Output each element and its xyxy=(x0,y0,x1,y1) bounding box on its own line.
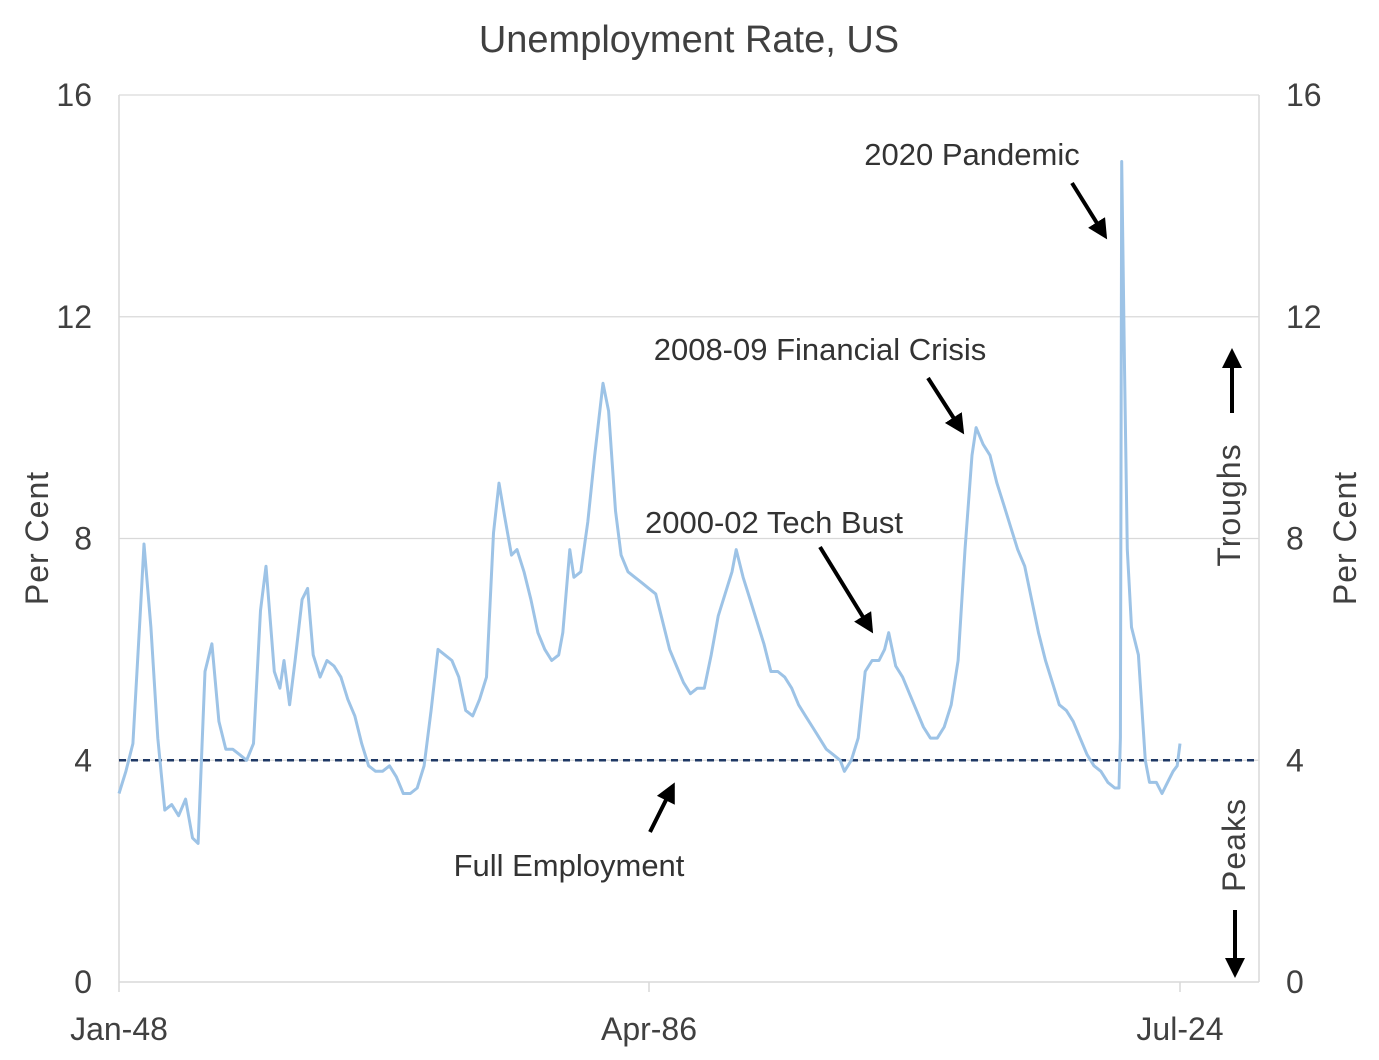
x-tick-label-Apr-86: Apr-86 xyxy=(601,1011,697,1047)
troughs-label: Troughs xyxy=(1211,443,1247,566)
tech-bust-arrow xyxy=(818,545,874,634)
annotation-2020-pandemic: 2020 Pandemic xyxy=(864,137,1079,172)
y-tick-right-8: 8 xyxy=(1286,521,1304,557)
unemployment-series-line xyxy=(117,160,1182,845)
full-employment-arrow xyxy=(648,782,675,833)
annotation-full-employment: Full Employment xyxy=(454,848,685,883)
axes xyxy=(118,95,1260,992)
gridlines xyxy=(119,94,1259,761)
y-tick-left-4: 4 xyxy=(74,742,92,778)
y-tick-right-0: 0 xyxy=(1286,964,1304,1000)
annotation-financial-crisis: 2008-09 Financial Crisis xyxy=(654,332,987,367)
peaks-label: Peaks xyxy=(1216,798,1252,892)
financial-crisis-arrow xyxy=(926,376,965,435)
y-tick-left-8: 8 xyxy=(74,521,92,557)
y-tick-right-4: 4 xyxy=(1286,742,1304,778)
tick-labels: 0 0 4 4 8 8 12 12 16 16 Jan-48 Apr-86 Jul-24 xyxy=(56,77,1321,1047)
annotation-arrows xyxy=(648,181,1245,978)
x-tick-label-Jul-24: Jul-24 xyxy=(1136,1011,1223,1047)
right-axis-title: Per Cent xyxy=(1327,471,1363,605)
y-tick-left-0: 0 xyxy=(74,964,92,1000)
x-tick-label-Jan-48: Jan-48 xyxy=(70,1011,168,1047)
pandemic-arrow xyxy=(1070,181,1108,240)
y-tick-right-12: 12 xyxy=(1286,299,1322,335)
chart-title: Unemployment Rate, US xyxy=(479,19,899,61)
left-axis-title: Per Cent xyxy=(19,471,55,605)
y-tick-left-12: 12 xyxy=(56,299,92,335)
annotation-tech-bust: 2000-02 Tech Bust xyxy=(645,505,903,540)
y-tick-right-16: 16 xyxy=(1286,77,1322,113)
y-tick-left-16: 16 xyxy=(56,77,92,113)
